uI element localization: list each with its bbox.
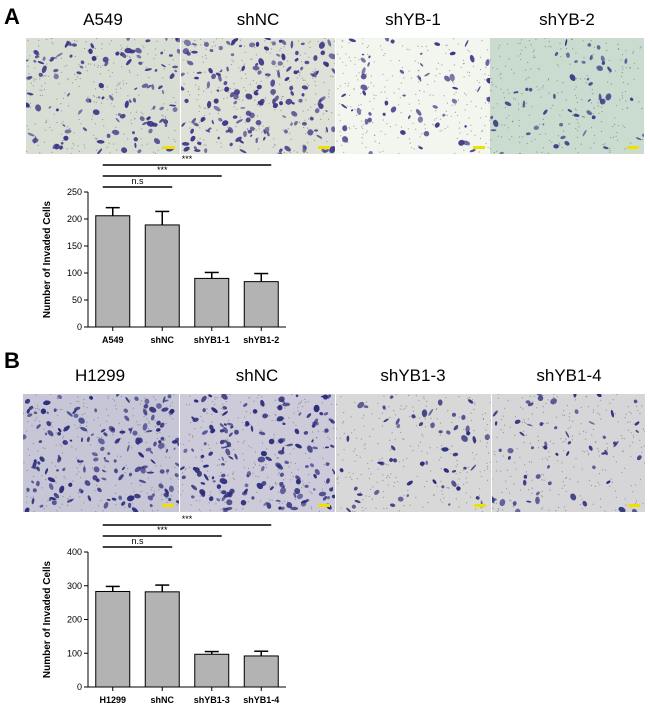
y-tick-label: 0 bbox=[77, 682, 82, 692]
micrograph-pores bbox=[336, 394, 491, 512]
scale-bar bbox=[162, 504, 174, 507]
y-tick-label: 400 bbox=[67, 547, 82, 557]
bar bbox=[194, 277, 230, 328]
scale-bar bbox=[628, 504, 640, 507]
micrograph-cells bbox=[181, 38, 335, 154]
micrograph-a-4 bbox=[490, 38, 644, 154]
bar-chart-a: 0 50 100 150 200 250 Number of Invaded Cells A5… bbox=[0, 154, 300, 350]
image-label-b-3: shYB1-3 bbox=[380, 366, 446, 385]
image-label-a-2: shNC bbox=[236, 10, 280, 29]
bar bbox=[144, 591, 180, 688]
x-tick-label: shNC bbox=[150, 335, 174, 345]
micrograph-cells bbox=[341, 38, 490, 154]
y-tick-label: 0 bbox=[77, 322, 82, 332]
significance-label: n.s bbox=[131, 176, 144, 186]
micrograph-background bbox=[336, 394, 491, 512]
micrograph-background bbox=[23, 394, 179, 512]
scale-bar bbox=[474, 504, 486, 507]
significance-label: *** bbox=[182, 154, 193, 164]
x-tick-label: shNC bbox=[150, 695, 174, 705]
panel-a-letter: A bbox=[4, 4, 20, 29]
micrograph-b-2 bbox=[180, 394, 335, 512]
bar bbox=[194, 653, 230, 688]
micrograph-b-3 bbox=[336, 394, 491, 512]
y-tick-label: 50 bbox=[72, 295, 82, 305]
y-tick-label: 250 bbox=[67, 187, 82, 197]
micrograph-b-1 bbox=[23, 394, 179, 512]
micrograph-a-1 bbox=[26, 38, 180, 154]
significance-label: n.s bbox=[131, 536, 144, 546]
micrograph-a-2 bbox=[181, 38, 335, 154]
panel-b-letter: B bbox=[4, 348, 20, 373]
micrograph-cells bbox=[180, 394, 335, 512]
image-label-a-4: shYB-2 bbox=[539, 10, 595, 29]
micrograph-a-3 bbox=[336, 38, 490, 154]
scale-bar bbox=[163, 146, 175, 149]
micrograph-b-4 bbox=[492, 394, 645, 512]
y-axis-label: Number of Invaded Cells bbox=[42, 560, 53, 678]
micrograph-background bbox=[181, 38, 335, 154]
micrograph-cells bbox=[490, 38, 644, 154]
y-tick-label: 300 bbox=[67, 581, 82, 591]
scale-bar bbox=[473, 146, 485, 149]
y-tick-label: 100 bbox=[67, 268, 82, 278]
micrograph-cells bbox=[492, 394, 642, 512]
x-tick-label: H1299 bbox=[99, 695, 126, 705]
micrograph-cells bbox=[23, 394, 179, 512]
significance-label: *** bbox=[182, 514, 193, 524]
image-label-b-1: H1299 bbox=[74, 366, 126, 385]
x-tick-label: shYB1-4 bbox=[243, 695, 279, 705]
y-tick-label: 200 bbox=[67, 214, 82, 224]
bar bbox=[243, 281, 279, 328]
micrograph-pores bbox=[336, 38, 490, 154]
y-tick-label: 100 bbox=[67, 648, 82, 658]
micrograph-background bbox=[336, 38, 490, 154]
significance-label: *** bbox=[157, 525, 168, 535]
micrograph-cells bbox=[339, 395, 490, 512]
bar bbox=[144, 224, 180, 328]
y-axis-label: Number of Invaded Cells bbox=[42, 200, 53, 318]
image-label-b-2: shNC bbox=[235, 366, 279, 385]
micrograph-pores bbox=[490, 38, 644, 154]
micrograph-background bbox=[26, 38, 180, 154]
y-tick-label: 150 bbox=[67, 241, 82, 251]
y-tick-label: 200 bbox=[67, 615, 82, 625]
scale-bar bbox=[318, 504, 330, 507]
image-label-b-4: shYB1-4 bbox=[536, 366, 602, 385]
bar bbox=[95, 215, 131, 328]
bar-chart-b: 0 100 200 300 400 Number of Invaded Cells H129… bbox=[0, 514, 300, 707]
bar bbox=[243, 655, 279, 688]
image-label-a-1: A549 bbox=[83, 10, 123, 29]
x-tick-label: shYB1-2 bbox=[243, 335, 279, 345]
image-label-a-3: shYB-1 bbox=[385, 10, 441, 29]
scale-bar bbox=[627, 146, 639, 149]
micrograph-pores bbox=[26, 38, 177, 154]
x-tick-label: shYB1-1 bbox=[194, 335, 230, 345]
x-tick-label: A549 bbox=[102, 335, 124, 345]
significance-label: *** bbox=[157, 165, 168, 175]
x-tick-label: shYB1-3 bbox=[194, 695, 230, 705]
scale-bar bbox=[318, 146, 330, 149]
bar bbox=[95, 590, 131, 688]
